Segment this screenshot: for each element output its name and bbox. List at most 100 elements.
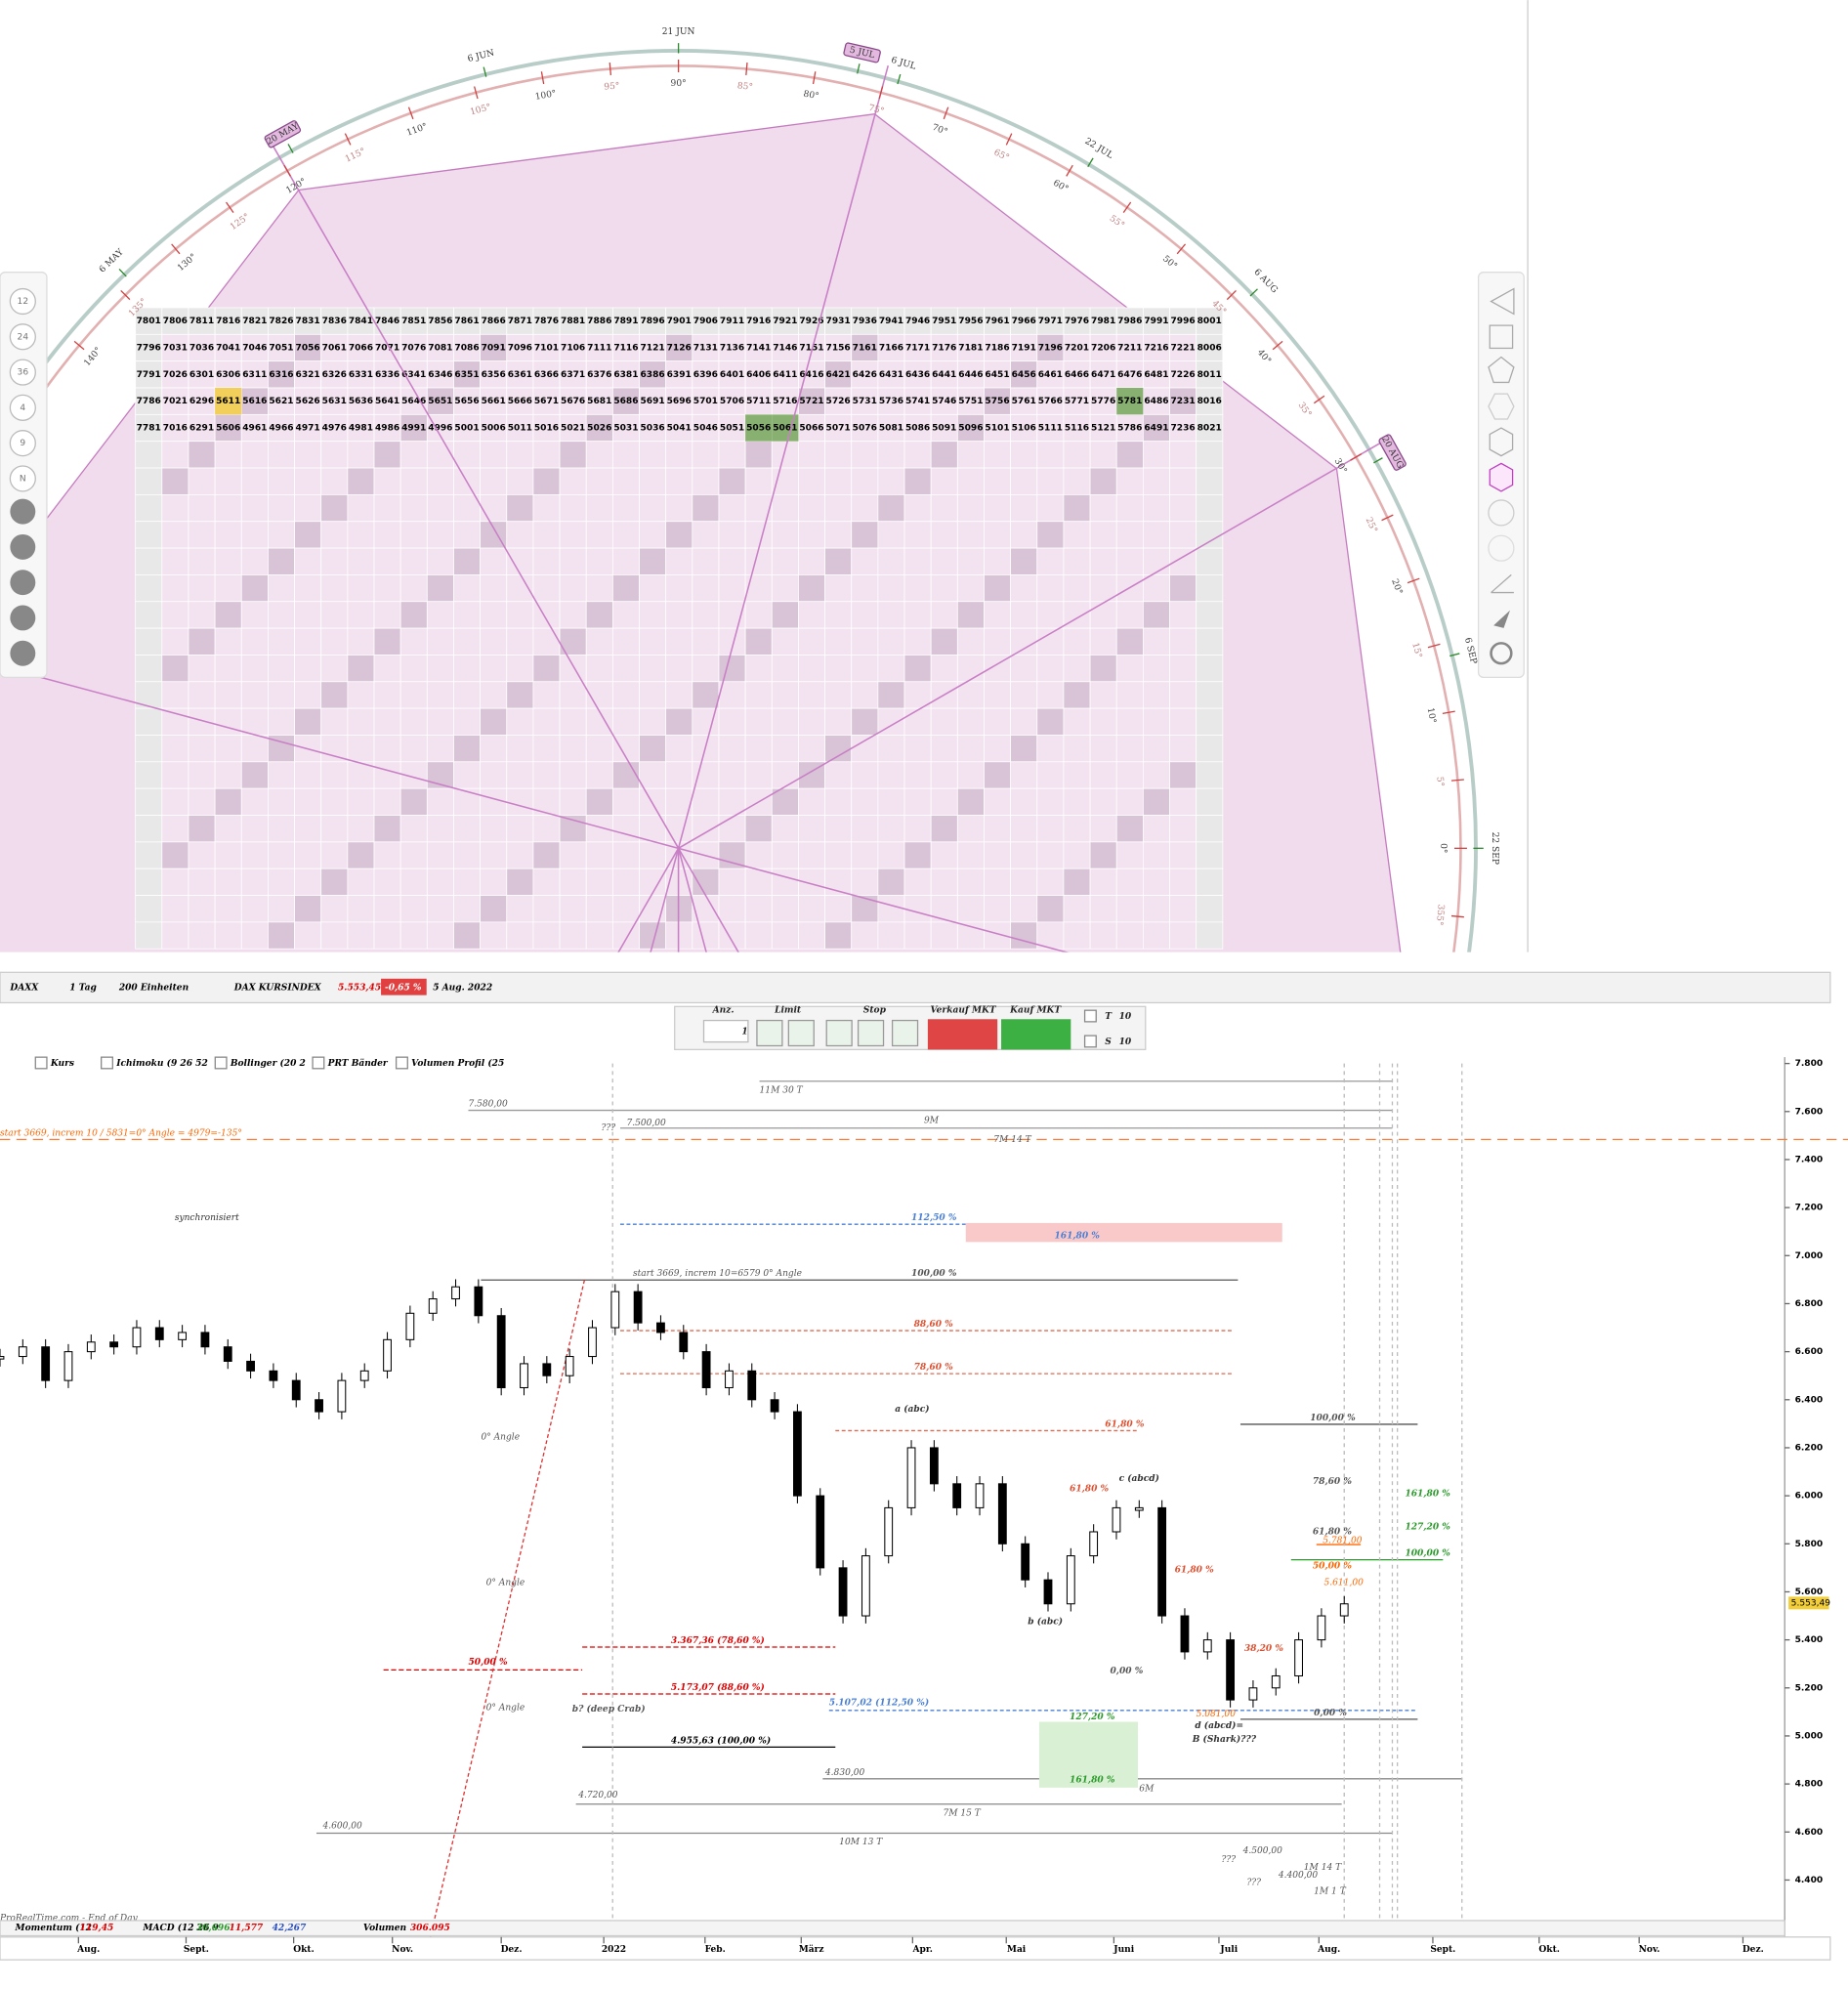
- degree-tick: [1226, 289, 1237, 301]
- grid-cell: [956, 493, 985, 523]
- shape-tools[interactable]: [1488, 287, 1515, 665]
- tool-button[interactable]: [9, 465, 36, 492]
- dice-tool[interactable]: [10, 498, 36, 525]
- grid-cell: [1036, 761, 1065, 789]
- order-tool[interactable]: [756, 1019, 783, 1047]
- order-stop[interactable]: Stop: [863, 1005, 887, 1016]
- order-qty_label[interactable]: Anz.: [712, 1005, 735, 1016]
- buy-button[interactable]: [1001, 1019, 1071, 1050]
- grid-number: 7096: [508, 343, 532, 353]
- order-t[interactable]: T: [1105, 1011, 1113, 1022]
- grid-cell: [506, 681, 534, 709]
- grid-cell: [1089, 413, 1117, 443]
- grid-number: 5726: [826, 397, 851, 406]
- indicator-label[interactable]: Kurs: [50, 1058, 74, 1069]
- grid-cell: [1169, 521, 1197, 549]
- candle: [1134, 1506, 1144, 1511]
- grid-cell: [665, 574, 693, 603]
- order-limit[interactable]: Limit: [774, 1005, 802, 1016]
- tool-label[interactable]: 4: [20, 403, 25, 413]
- order-s[interactable]: S: [1105, 1037, 1112, 1047]
- grid-cell: [771, 735, 799, 763]
- grid-cell: [214, 655, 242, 683]
- grid-cell: [559, 493, 587, 523]
- grid-number: 8006: [1197, 343, 1222, 353]
- indicator-label[interactable]: PRT Bänder: [327, 1058, 389, 1069]
- grid-cell: [347, 574, 375, 603]
- indicator-box[interactable]: [101, 1056, 113, 1070]
- order-buy[interactable]: Kauf MKT: [1009, 1005, 1062, 1016]
- tool-label[interactable]: 12: [18, 297, 29, 307]
- dice-tool[interactable]: [10, 605, 36, 631]
- tool-button[interactable]: [9, 323, 36, 351]
- tool-button[interactable]: [9, 287, 36, 316]
- tool-button[interactable]: [9, 359, 36, 386]
- annotation: 10M 13 T: [839, 1838, 883, 1847]
- toolbar-units[interactable]: 200 Einheiten: [118, 982, 189, 993]
- tool-label[interactable]: 36: [18, 368, 29, 378]
- toolbar-change[interactable]: -0,65 %: [385, 982, 422, 993]
- grid-cell: [851, 574, 879, 603]
- tool-button[interactable]: [9, 394, 36, 421]
- indicator-box[interactable]: [34, 1056, 48, 1070]
- grid-number: 5771: [1065, 397, 1089, 406]
- order-s_val[interactable]: 10: [1119, 1037, 1132, 1047]
- grid-cell: [506, 574, 534, 603]
- tool-label[interactable]: N: [20, 474, 26, 484]
- tool-label[interactable]: 24: [18, 332, 29, 342]
- candle: [315, 1399, 323, 1413]
- checkbox[interactable]: [1083, 1009, 1097, 1023]
- date-label: 21 JUN: [662, 27, 695, 37]
- indicator-box[interactable]: [214, 1056, 228, 1070]
- grid-cell: [480, 467, 508, 495]
- tool-button[interactable]: [9, 430, 36, 457]
- toolbar-symbol[interactable]: DAXX: [9, 982, 39, 993]
- grid-cell: [532, 574, 561, 603]
- grid-cell: [1063, 735, 1091, 763]
- grid-cell: [744, 841, 773, 869]
- grid-number: 5091: [932, 424, 956, 434]
- toolbar-instrument[interactable]: DAX KURSINDEX: [233, 982, 322, 993]
- toolbar-date[interactable]: 5 Aug. 2022: [433, 982, 492, 993]
- grid-number: 7206: [1091, 343, 1115, 353]
- order-tool[interactable]: [825, 1019, 853, 1047]
- qty-input[interactable]: [702, 1019, 749, 1043]
- grid-cell: [506, 627, 534, 656]
- toolbar-period[interactable]: 1 Tag: [69, 982, 97, 993]
- indicator-box[interactable]: [312, 1056, 325, 1070]
- grid-cell: [240, 681, 269, 709]
- grid-cell: [373, 681, 401, 709]
- tool-label[interactable]: 9: [20, 439, 25, 448]
- order-tool[interactable]: [857, 1019, 885, 1047]
- order-t_val[interactable]: 10: [1119, 1011, 1132, 1022]
- grid-cell: [1010, 655, 1038, 683]
- checkbox[interactable]: [1083, 1035, 1097, 1048]
- toolbar-last[interactable]: 5.553,45: [338, 982, 381, 993]
- order-tool[interactable]: [787, 1019, 815, 1047]
- grid-number: 5766: [1038, 397, 1063, 406]
- dice-tool[interactable]: [10, 533, 36, 560]
- order-qty[interactable]: 1: [741, 1027, 747, 1037]
- dice-tool[interactable]: [10, 640, 36, 666]
- indicator-label[interactable]: Bollinger (20 2: [230, 1058, 306, 1069]
- grid-number: 6431: [879, 370, 903, 380]
- grid-cell: [1142, 681, 1170, 709]
- grid-cell: [744, 921, 773, 950]
- order-sell[interactable]: Verkauf MKT: [930, 1005, 996, 1016]
- annotation: d (abcd)=: [1195, 1720, 1243, 1731]
- grid-cell: [373, 761, 401, 789]
- dice-tool[interactable]: [10, 570, 36, 596]
- indicator-label[interactable]: Ichimoku (9 26 52: [115, 1058, 208, 1069]
- grid-cell: [188, 761, 216, 789]
- grid-cell: [984, 841, 1012, 869]
- star-line: [678, 442, 1381, 849]
- grid-cell: [798, 921, 825, 950]
- indicator-box[interactable]: [395, 1056, 408, 1070]
- grid-cell: [903, 815, 932, 843]
- order-tool[interactable]: [891, 1019, 919, 1047]
- sell-button[interactable]: [927, 1019, 998, 1050]
- grid-cell: [824, 493, 853, 523]
- indicator-label[interactable]: Volumen Profil (25: [411, 1058, 504, 1069]
- grid-cell: [1115, 761, 1144, 789]
